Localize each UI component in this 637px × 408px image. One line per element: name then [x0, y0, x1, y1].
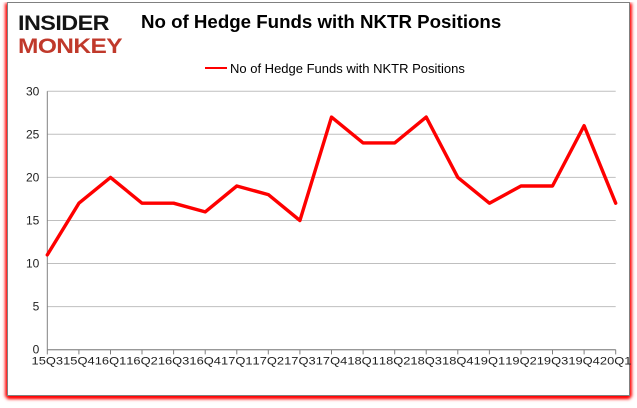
svg-text:18Q2: 18Q2 [379, 356, 411, 368]
svg-text:20: 20 [26, 170, 40, 184]
svg-text:19Q2: 19Q2 [505, 356, 537, 368]
svg-text:10: 10 [26, 257, 40, 271]
svg-text:30: 30 [26, 84, 40, 98]
svg-text:19Q1: 19Q1 [474, 356, 506, 368]
svg-text:16Q2: 16Q2 [126, 356, 158, 368]
svg-text:20Q1: 20Q1 [600, 356, 632, 368]
svg-text:17Q1: 17Q1 [221, 356, 253, 368]
svg-text:18Q3: 18Q3 [410, 356, 442, 368]
svg-text:16Q3: 16Q3 [158, 356, 190, 368]
svg-text:18Q1: 18Q1 [347, 356, 379, 368]
svg-text:17Q2: 17Q2 [253, 356, 285, 368]
svg-text:16Q4: 16Q4 [189, 356, 221, 368]
svg-text:18Q4: 18Q4 [442, 356, 474, 368]
svg-text:19Q4: 19Q4 [568, 356, 600, 368]
svg-text:0: 0 [33, 343, 40, 357]
svg-text:15Q3: 15Q3 [32, 356, 64, 368]
svg-text:25: 25 [26, 127, 40, 141]
svg-text:17Q3: 17Q3 [284, 356, 316, 368]
svg-text:15Q4: 15Q4 [63, 356, 95, 368]
svg-text:5: 5 [33, 300, 40, 314]
svg-text:17Q4: 17Q4 [316, 356, 348, 368]
svg-text:16Q1: 16Q1 [95, 356, 127, 368]
svg-text:15: 15 [26, 214, 40, 228]
svg-text:19Q3: 19Q3 [537, 356, 569, 368]
